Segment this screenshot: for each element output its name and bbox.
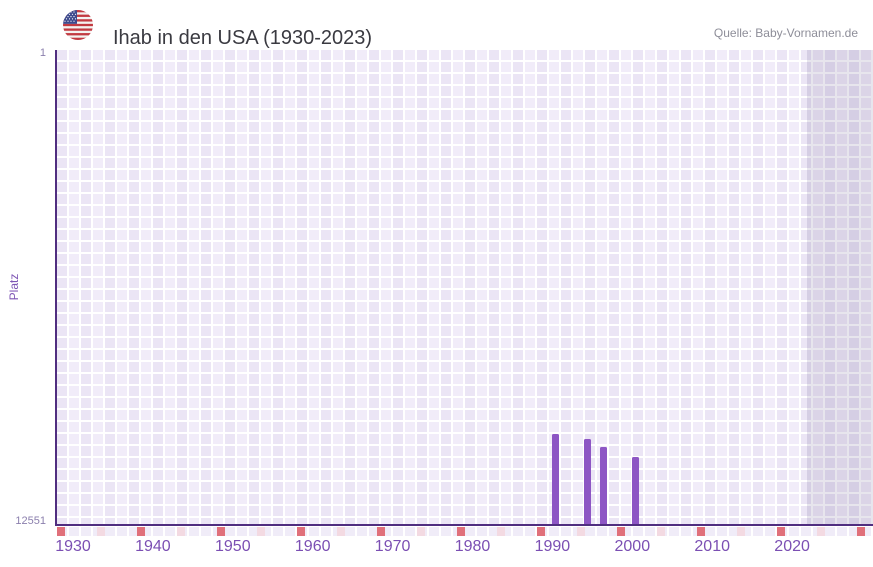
major-tick-mark bbox=[617, 527, 625, 536]
major-tick-mark bbox=[297, 527, 305, 536]
minor-tick-mark bbox=[337, 527, 345, 536]
bar-1994[interactable] bbox=[583, 439, 592, 525]
major-tick-mark bbox=[377, 527, 385, 536]
bar-2000[interactable] bbox=[631, 457, 640, 525]
bar-1996[interactable] bbox=[599, 447, 608, 525]
major-tick-mark bbox=[137, 527, 145, 536]
y-axis-max-label: 1 bbox=[39, 47, 46, 59]
minor-tick-mark bbox=[417, 527, 425, 536]
x-tick-label-2010: 2010 bbox=[694, 538, 730, 555]
x-tick-label-1930: 1930 bbox=[55, 538, 91, 555]
x-axis-line bbox=[55, 524, 873, 526]
major-tick-mark bbox=[537, 527, 545, 536]
major-tick-mark bbox=[857, 527, 865, 536]
x-tick-label-2020: 2020 bbox=[774, 538, 810, 555]
minor-tick-mark bbox=[257, 527, 265, 536]
minor-tick-mark bbox=[737, 527, 745, 536]
x-tick-label-1940: 1940 bbox=[135, 538, 171, 555]
major-tick-mark bbox=[697, 527, 705, 536]
major-tick-mark bbox=[217, 527, 225, 536]
source-attribution: Quelle: Baby-Vornamen.de bbox=[713, 26, 858, 40]
x-tick-label-2000: 2000 bbox=[614, 538, 651, 555]
minor-tick-mark bbox=[97, 527, 105, 536]
x-tick-label-1950: 1950 bbox=[215, 538, 251, 555]
minor-tick-mark bbox=[497, 527, 505, 536]
x-tick-label-1980: 1980 bbox=[454, 538, 491, 555]
future-years-band bbox=[807, 50, 873, 525]
major-tick-mark bbox=[57, 527, 65, 536]
minor-tick-mark bbox=[177, 527, 185, 536]
major-tick-mark bbox=[457, 527, 465, 536]
x-tick-label-1990: 1990 bbox=[534, 538, 571, 555]
minor-tick-mark bbox=[817, 527, 825, 536]
minor-tick-mark bbox=[577, 527, 585, 536]
minor-tick-mark bbox=[657, 527, 665, 536]
y-axis-title: Platz bbox=[7, 273, 21, 301]
page-title: Ihab in den USA (1930-2023) bbox=[113, 27, 373, 50]
plot-area[interactable] bbox=[57, 50, 873, 525]
x-tick-label-1960: 1960 bbox=[294, 538, 331, 555]
major-tick-mark bbox=[777, 527, 785, 536]
bar-1990[interactable] bbox=[551, 434, 560, 525]
x-axis-tick-row bbox=[57, 527, 873, 536]
y-axis-min-label: 12551 bbox=[15, 515, 46, 527]
y-axis-line bbox=[55, 50, 57, 526]
us-flag-icon bbox=[63, 10, 93, 40]
x-tick-label-1970: 1970 bbox=[374, 538, 411, 555]
